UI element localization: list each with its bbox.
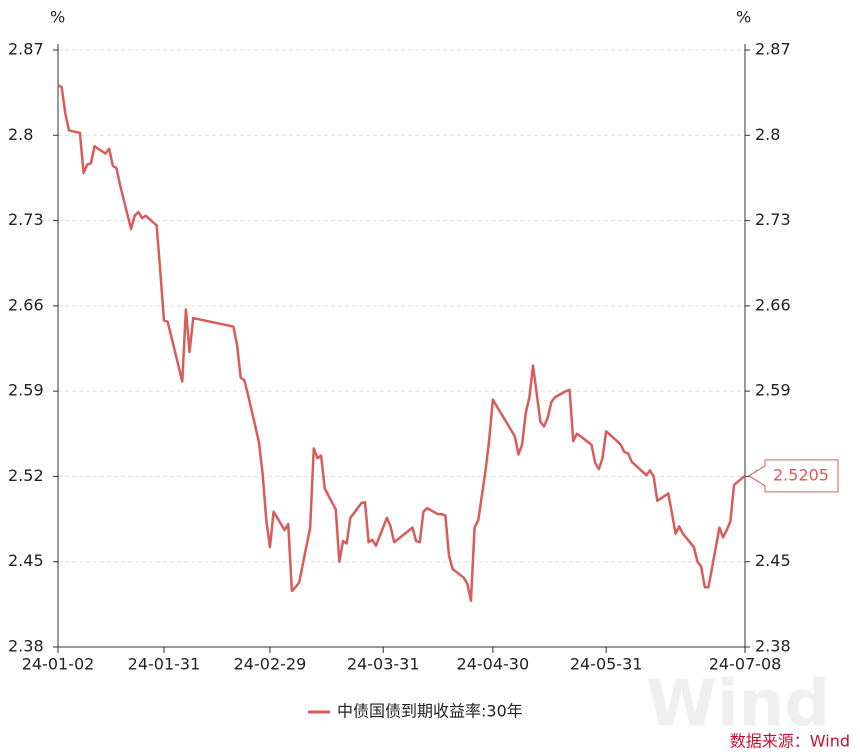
y2-tick-label: 2.59 (755, 381, 791, 400)
x-tick-label: 24-05-31 (570, 655, 643, 674)
y2-tick-label: 2.66 (755, 295, 791, 314)
x-tick-label: 24-04-30 (457, 655, 530, 674)
x-tick-label: 24-03-31 (347, 655, 420, 674)
y-unit: % (50, 8, 65, 27)
y2-tick-label: 2.38 (755, 637, 791, 656)
y-tick-label: 2.8 (8, 125, 33, 144)
y2-unit: % (736, 8, 751, 27)
y-tick-label: 2.52 (8, 466, 44, 485)
last-value-label: 2.5205 (773, 465, 829, 484)
y-tick-label: 2.45 (8, 551, 44, 570)
callout-box (748, 459, 839, 493)
line (57, 84, 746, 602)
y-tick-label: 2.87 (8, 40, 44, 59)
x-tick-label: 24-02-29 (234, 655, 307, 674)
y-tick-label: 2.59 (8, 381, 44, 400)
y2-tick-label: 2.45 (755, 551, 791, 570)
x-tick-label: 24-07-08 (709, 655, 782, 674)
y-tick-label: 2.38 (8, 637, 44, 656)
x-tick-label: 24-01-31 (128, 655, 201, 674)
y-tick-label: 2.66 (8, 295, 44, 314)
x-tick-label: 24-01-02 (22, 655, 95, 674)
y-tick-label: 2.73 (8, 210, 44, 229)
watermark: Wind (646, 668, 830, 742)
y2-tick-label: 2.73 (755, 210, 791, 229)
legend-label: 中债国债到期收益率:30年 (337, 702, 523, 721)
y2-tick-label: 2.8 (755, 125, 780, 144)
y2-tick-label: 2.87 (755, 40, 791, 59)
source: 数据来源：Wind (730, 732, 850, 751)
